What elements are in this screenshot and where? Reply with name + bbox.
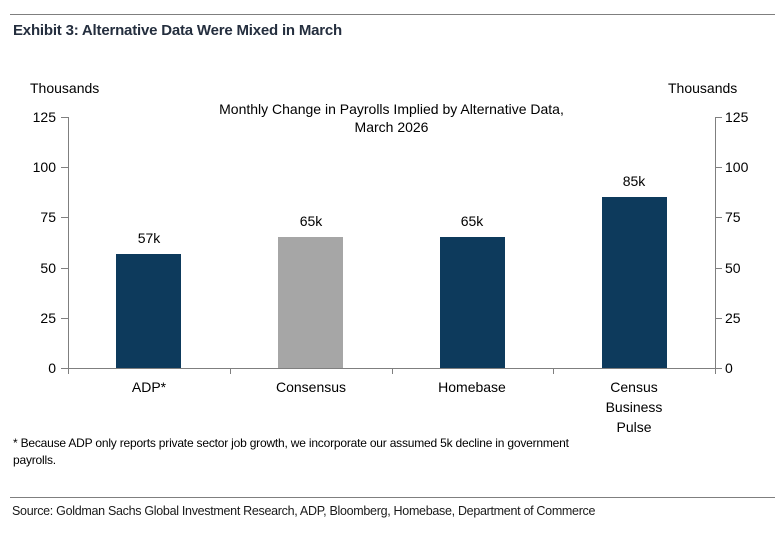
category-label: Consensus xyxy=(275,379,347,395)
bar xyxy=(440,237,505,368)
bar xyxy=(602,197,667,368)
y-tick-left xyxy=(61,117,68,118)
y-tick-label-right: 75 xyxy=(725,209,741,225)
x-tick xyxy=(230,369,231,374)
chart-title: Monthly Change in Payrolls Implied by Al… xyxy=(219,101,564,135)
x-tick xyxy=(392,369,393,374)
bar-value-label: 65k xyxy=(299,213,323,229)
y-tick-right xyxy=(716,368,722,369)
x-tick xyxy=(553,369,554,374)
y-tick-label-left: 100 xyxy=(32,159,56,175)
left-axis-unit-label: Thousands xyxy=(30,80,100,96)
category-label: ADP* xyxy=(131,379,167,395)
bar-value-label: 65k xyxy=(460,213,484,229)
y-tick-label-right: 125 xyxy=(725,109,749,125)
y-tick-label-left: 125 xyxy=(32,109,56,125)
bar-value-label: 57k xyxy=(137,230,161,246)
bar-value-label: 85k xyxy=(622,173,646,189)
exhibit-title: Exhibit 3: Alternative Data Were Mixed i… xyxy=(13,22,343,39)
y-tick-label-right: 50 xyxy=(725,260,741,276)
y-tick-label-left: 50 xyxy=(40,260,56,276)
y-tick-label-right: 0 xyxy=(725,360,733,376)
y-tick-label-right: 100 xyxy=(725,159,749,175)
y-tick-left xyxy=(61,268,68,269)
y-tick-left xyxy=(61,167,68,168)
x-tick xyxy=(68,369,69,374)
right-axis-unit-label: Thousands xyxy=(668,80,738,96)
y-tick-label-left: 0 xyxy=(48,360,56,376)
y-axis-left-line xyxy=(68,117,69,368)
y-axis-right-line xyxy=(715,117,716,368)
y-tick-left xyxy=(61,217,68,218)
y-tick-right xyxy=(716,167,722,168)
x-axis-line xyxy=(68,368,716,369)
y-tick-right xyxy=(716,268,722,269)
y-tick-right xyxy=(716,217,722,218)
x-tick xyxy=(715,369,716,374)
y-tick-label-left: 25 xyxy=(40,310,56,326)
y-tick-right xyxy=(716,318,722,319)
y-tick-right xyxy=(716,117,722,118)
y-tick-left xyxy=(61,368,68,369)
source-line: Source: Goldman Sachs Global Investment … xyxy=(12,504,596,518)
top-divider xyxy=(10,14,775,15)
y-tick-label-left: 75 xyxy=(40,209,56,225)
y-tick-label-right: 25 xyxy=(725,310,741,326)
bottom-divider xyxy=(10,497,775,498)
bar xyxy=(278,237,343,368)
chart-footnote: * Because ADP only reports private secto… xyxy=(13,436,569,467)
category-label: Homebase xyxy=(438,379,506,395)
bar xyxy=(116,254,181,368)
category-label: Census Business Pulse xyxy=(605,379,663,435)
y-tick-left xyxy=(61,318,68,319)
